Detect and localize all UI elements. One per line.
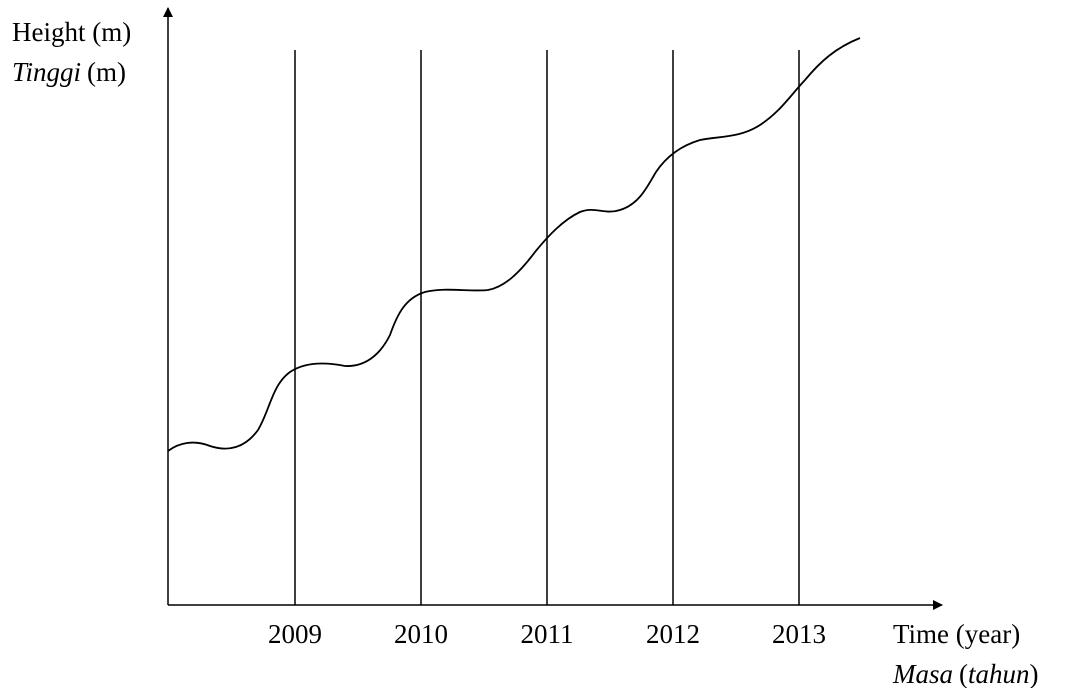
year-label: 2011 [521,619,574,649]
x-axis-label-malay: Masa (tahun) [892,659,1039,688]
x-axis-malay-part: ) [1030,659,1039,688]
year-label: 2013 [772,619,826,649]
y-axis-label: Height (m) [12,17,131,47]
y-axis-label-malay: Tinggi (m) [12,57,126,87]
y-axis-malay-unit: (m) [87,57,126,87]
x-axis-malay-part: tahun [968,659,1030,688]
x-axis-label: Time (year) [893,619,1020,649]
year-label: 2009 [268,619,322,649]
growth-curve [167,37,861,452]
x-axis-malay-part: ( [959,659,968,688]
x-axis-malay-part: Masa [892,659,953,688]
year-label: 2010 [394,619,448,649]
year-label: 2012 [646,619,700,649]
y-axis-malay-word: Tinggi [12,57,81,87]
year-lines [294,50,800,605]
